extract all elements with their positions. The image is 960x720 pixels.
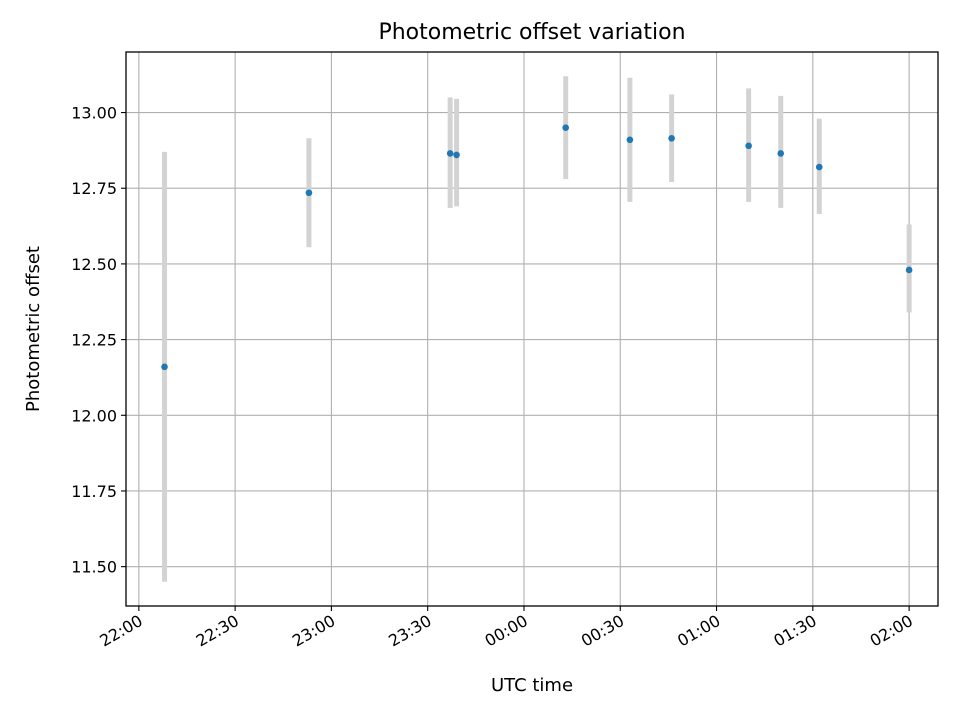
y-tick-label: 11.75 <box>71 482 117 501</box>
y-tick-label: 11.50 <box>71 558 117 577</box>
data-point <box>745 142 752 150</box>
data-point <box>562 124 569 131</box>
y-axis-ticks: 11.50 11.75 12.00 12.25 12.50 12.75 13.00 <box>71 104 126 577</box>
data-point <box>626 136 634 144</box>
data-point <box>453 151 460 159</box>
data-point <box>905 266 913 274</box>
data-point <box>777 150 785 157</box>
data-point <box>815 163 823 171</box>
y-axis-label: Photometric offset <box>23 246 44 412</box>
data-points <box>161 124 913 371</box>
y-tick-label: 13.00 <box>71 104 117 123</box>
data-point <box>161 363 168 371</box>
chart-title: Photometric offset variation <box>378 20 685 45</box>
data-point <box>305 189 313 197</box>
y-tick-label: 12.00 <box>71 406 117 425</box>
data-point <box>446 150 454 157</box>
y-tick-label: 12.75 <box>71 179 117 198</box>
x-axis-label: UTC time <box>491 675 573 696</box>
data-point <box>668 134 675 142</box>
y-tick-label: 12.50 <box>71 255 117 274</box>
y-tick-label: 12.25 <box>71 331 117 350</box>
grid-lines <box>126 52 938 606</box>
plot-frame <box>125 51 939 607</box>
